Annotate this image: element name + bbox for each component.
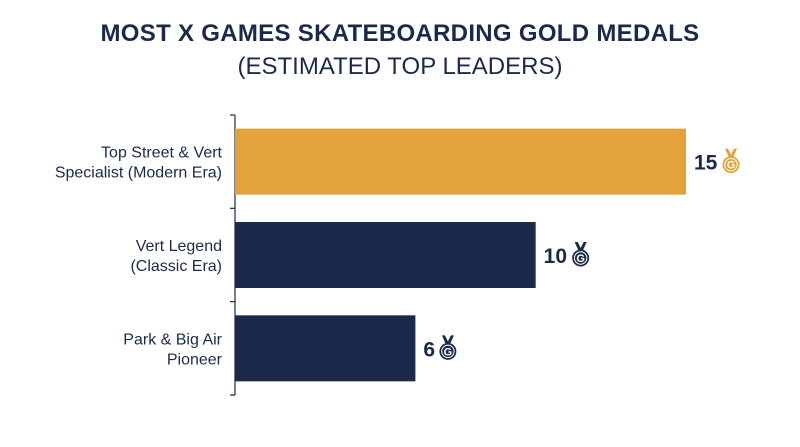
data-label: 10 <box>544 245 567 268</box>
bar[interactable] <box>235 222 536 288</box>
medal-icon: G <box>572 242 590 267</box>
medal-icon: G <box>722 148 740 174</box>
medal-ribbon <box>725 148 737 158</box>
category-label: Vert Legend <box>136 238 222 255</box>
medal-ring <box>724 157 738 172</box>
category-label: (Classic Era) <box>130 258 222 275</box>
chart-title: MOST X GAMES SKATEBOARDING GOLD MEDALS <box>100 20 700 47</box>
medal-ribbon <box>441 335 454 345</box>
medal-icon: G <box>439 335 457 360</box>
medal-ribbon <box>574 242 587 251</box>
data-label: 6 <box>423 338 435 361</box>
medal-ring <box>441 344 455 359</box>
medal-ring <box>573 251 588 265</box>
category-label: Specialist (Modern Era) <box>55 165 222 182</box>
medal-letter: G <box>444 346 453 358</box>
category-label: Park & Big Air <box>123 331 222 348</box>
chart-subtitle: (ESTIMATED TOP LEADERS) <box>237 53 563 80</box>
medal-letter: G <box>576 253 585 265</box>
data-label: 15 <box>694 152 718 175</box>
bar[interactable] <box>235 128 686 195</box>
bar[interactable] <box>235 315 416 382</box>
category-label: Top Street & Vert <box>101 145 223 162</box>
category-label: Pioneer <box>167 351 223 368</box>
medal-letter: G <box>727 160 736 172</box>
